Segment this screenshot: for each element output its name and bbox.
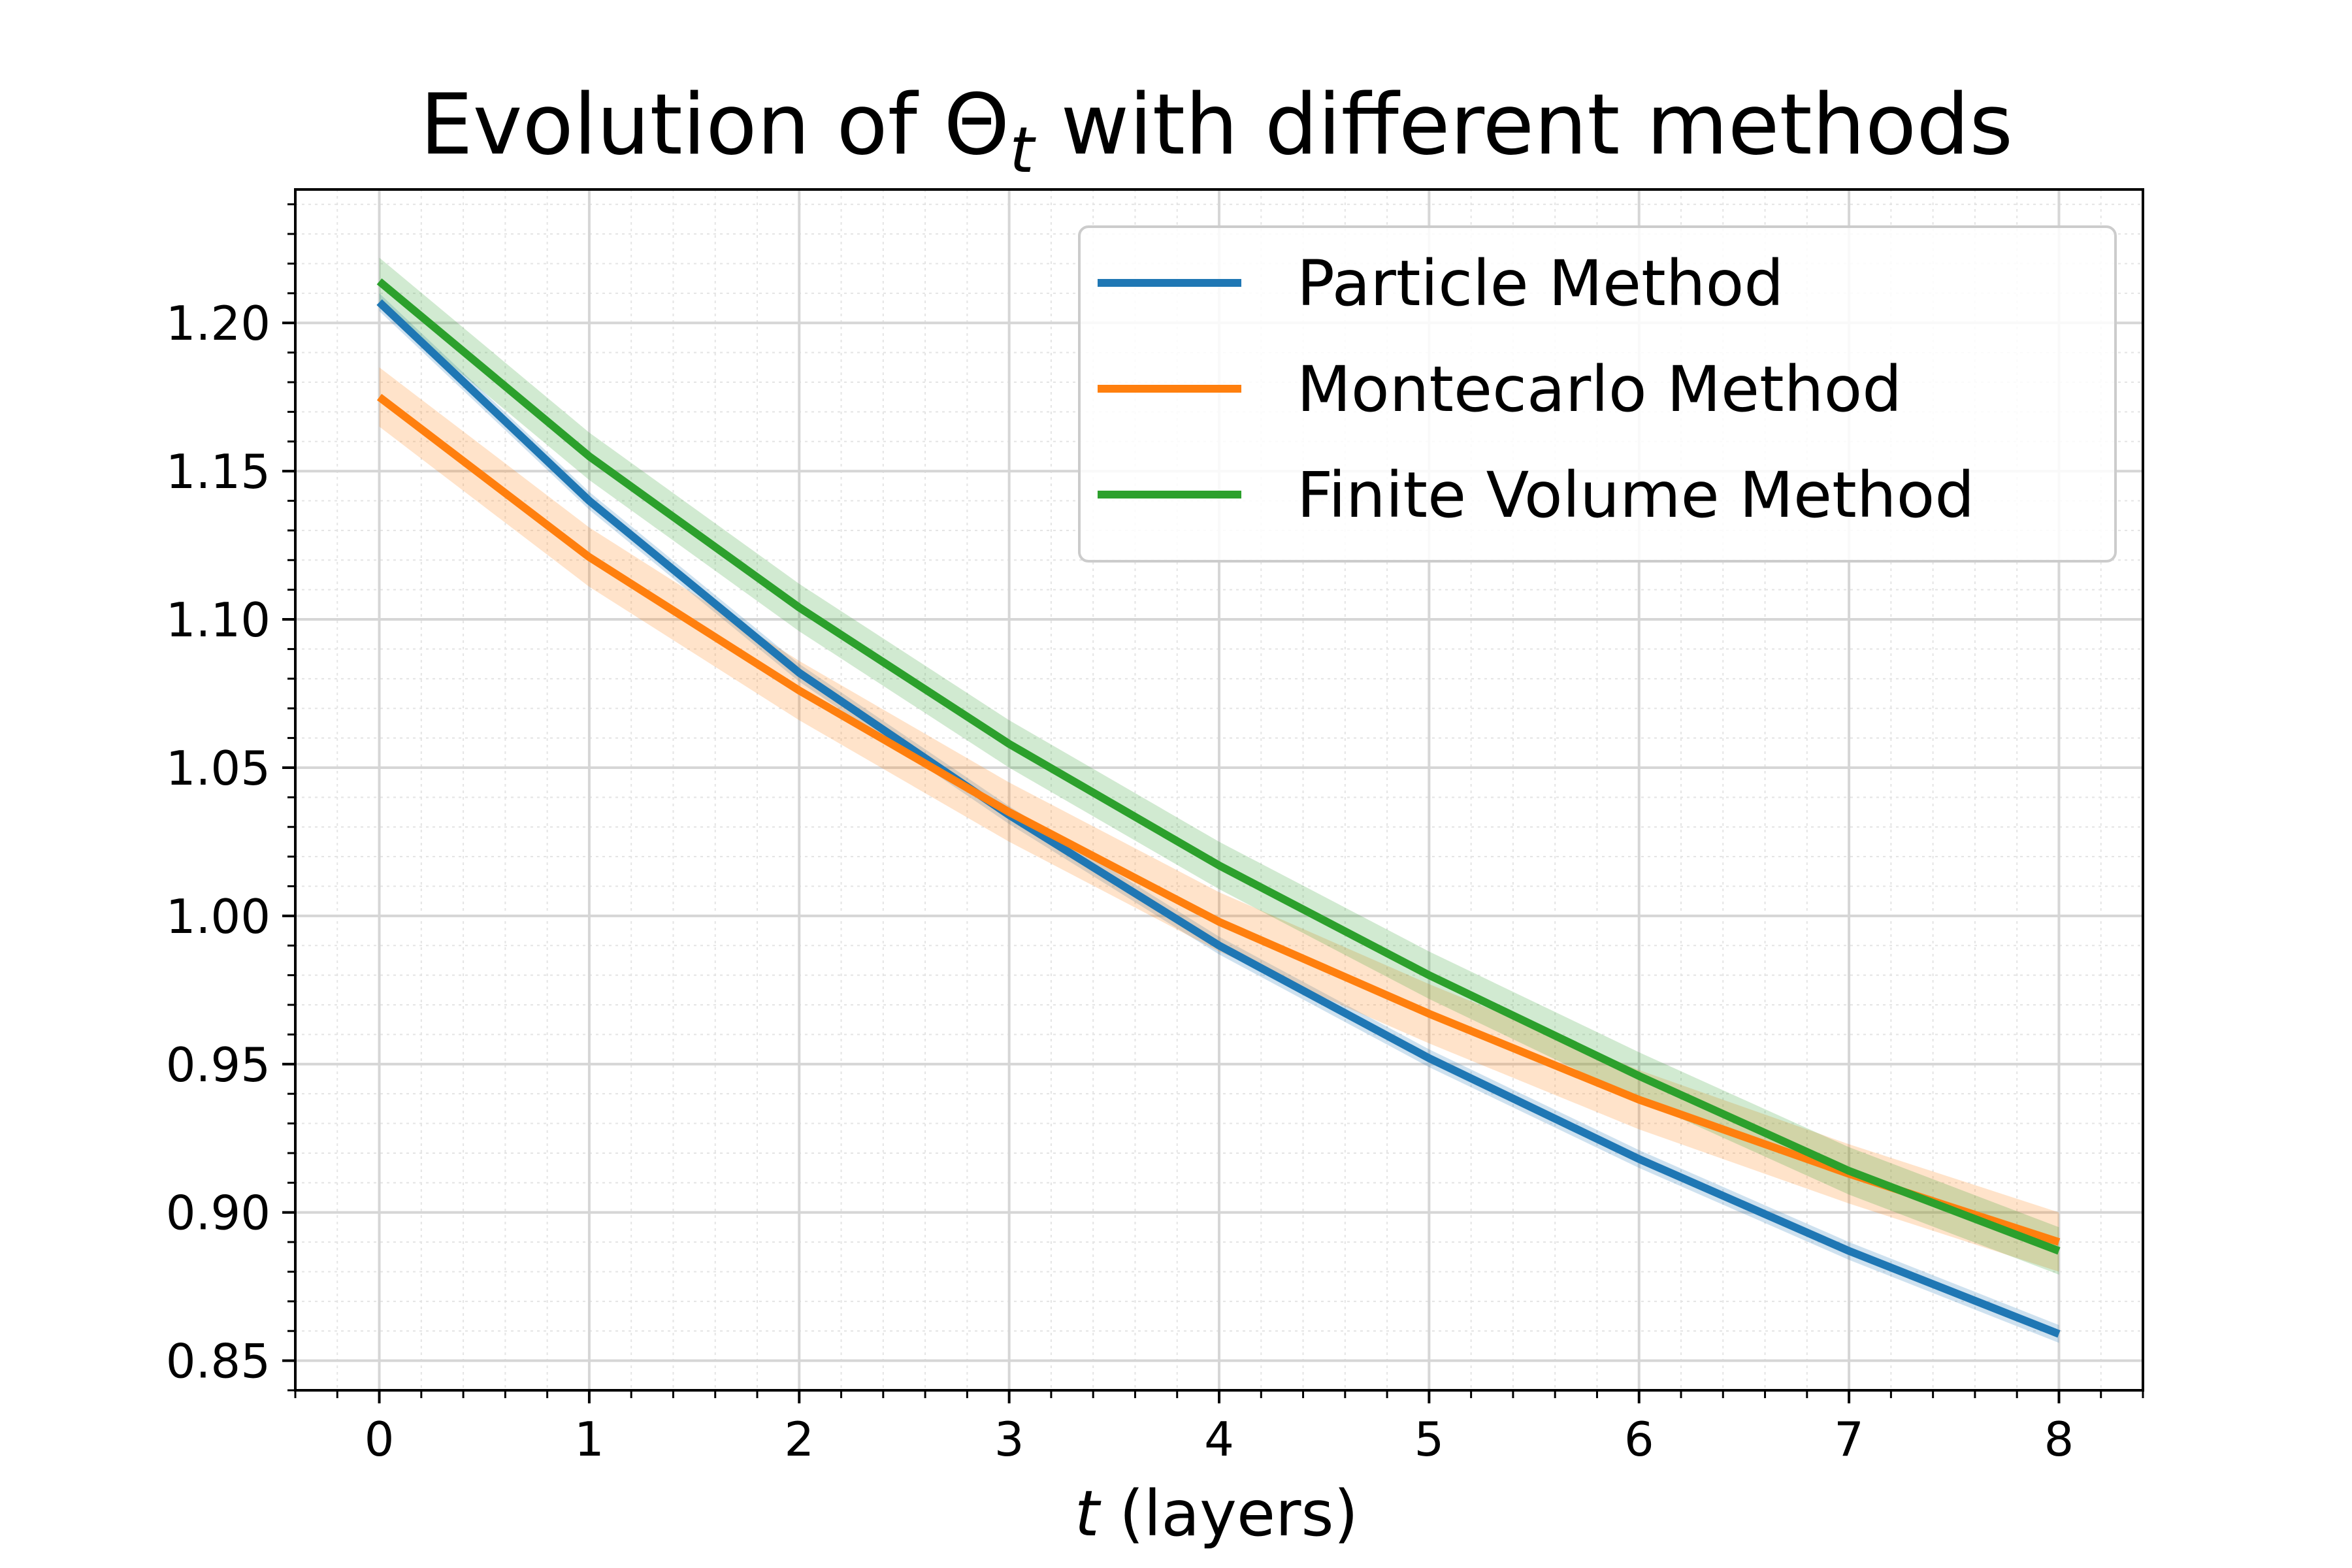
y-tick-label: 0.95 [166, 1037, 270, 1092]
legend-label-1: Montecarlo Method [1297, 353, 1902, 426]
y-tick-label: 1.20 [166, 296, 270, 351]
line-series-0 [376, 299, 2061, 1338]
x-tick-label: 4 [1204, 1412, 1234, 1467]
y-axis: 0.85 0.90 0.95 1.00 1.05 1.10 1.15 1.20 [166, 203, 295, 1392]
major-grid [295, 189, 2143, 1390]
x-tick-label: 8 [2044, 1412, 2074, 1467]
band-series-1 [379, 367, 2059, 1272]
x-tick-label: 6 [1624, 1412, 1654, 1467]
x-tick-label: 5 [1414, 1412, 1444, 1467]
x-tick-label: 3 [994, 1412, 1024, 1467]
legend-box [1078, 225, 2117, 563]
x-tick-label: 1 [574, 1412, 604, 1467]
series-lines [376, 278, 2061, 1338]
band-series-2 [379, 257, 2059, 1275]
y-tick-label: 1.10 [166, 593, 270, 647]
x-axis: 0 1 2 3 4 5 6 7 8 [294, 1390, 2144, 1467]
y-tick-label: 1.05 [166, 741, 270, 796]
x-tick-label: 2 [784, 1412, 814, 1467]
y-tick-label: 0.90 [166, 1186, 270, 1241]
x-tick-label: 0 [365, 1412, 395, 1467]
legend: Particle Method Montecarlo Method Finite V… [1078, 225, 2117, 563]
chart-title: Evolution of Θt with different methods [420, 76, 2013, 187]
x-tick-label: 7 [1834, 1412, 1864, 1467]
confidence-bands [379, 257, 2059, 1343]
line-series-1 [376, 393, 2061, 1246]
y-tick-label: 1.15 [166, 444, 270, 499]
x-axis-label: t (layers) [1075, 1477, 1358, 1550]
line-series-2 [376, 278, 2061, 1255]
y-tick-label: 1.00 [166, 889, 270, 944]
legend-label-2: Finite Volume Method [1297, 459, 1974, 532]
legend-label-0: Particle Method [1297, 247, 1784, 320]
y-tick-label: 0.85 [166, 1334, 270, 1389]
